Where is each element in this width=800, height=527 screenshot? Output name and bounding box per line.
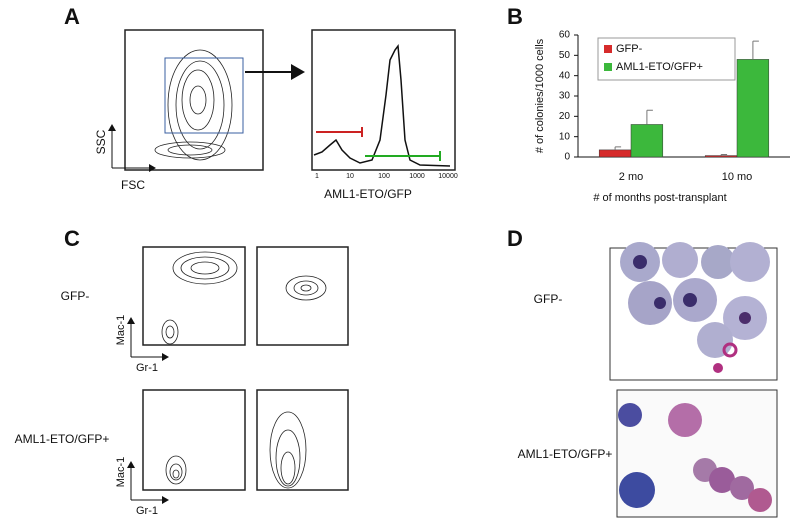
- row-label: GFP-: [61, 289, 90, 303]
- contour-box: [142, 246, 246, 346]
- scatter-box: [124, 29, 264, 171]
- axis-label: FSC: [121, 178, 145, 192]
- tick-label: 10000: [438, 173, 458, 180]
- legend-label: AML1-ETO/GFP+: [616, 61, 703, 73]
- contour-box: [256, 246, 349, 346]
- bar: [630, 124, 664, 158]
- legend-swatch: [604, 63, 612, 71]
- panel-label: C: [64, 226, 80, 251]
- histogram-box: [311, 29, 456, 171]
- histogram-line: [313, 43, 451, 167]
- tick-label: 100: [378, 173, 390, 180]
- tick-label: 10: [346, 173, 354, 180]
- y-tick-label: 0: [564, 152, 570, 163]
- panel-label: B: [507, 4, 523, 29]
- panel-label: D: [507, 226, 523, 251]
- y-tick-label: 30: [559, 91, 571, 102]
- axis-label: Gr-1: [136, 505, 158, 517]
- axis-label: SSC: [94, 129, 108, 154]
- y-tick-label: 20: [559, 111, 571, 122]
- tick-label: 1: [315, 173, 319, 180]
- contours: [161, 251, 327, 489]
- contours: [154, 49, 233, 161]
- axis-label: Mac-1: [115, 315, 127, 346]
- row-label: AML1-ETO/GFP+: [518, 447, 613, 461]
- row-label: GFP-: [534, 292, 563, 306]
- y-axis-label: # of colonies/1000 cells: [534, 38, 546, 153]
- axis-label: Gr-1: [136, 362, 158, 374]
- axis-label: Mac-1: [115, 457, 127, 488]
- error-bar: [720, 154, 728, 156]
- y-tick-label: 40: [559, 70, 571, 81]
- contour-box: [142, 389, 246, 491]
- tick-label: 1000: [409, 173, 425, 180]
- panel-label: A: [64, 4, 80, 29]
- bar: [598, 149, 632, 158]
- axis-label: AML1-ETO/GFP: [324, 187, 412, 201]
- x-tick-label: 2 mo: [619, 171, 643, 183]
- gate: [164, 57, 244, 134]
- y-tick-label: 10: [559, 131, 571, 142]
- x-axis-label: # of months post-transplant: [593, 192, 726, 204]
- micrograph: [609, 242, 778, 518]
- legend-swatch: [604, 45, 612, 53]
- error-bar: [752, 40, 759, 60]
- bar: [704, 155, 738, 158]
- row-label: AML1-ETO/GFP+: [15, 432, 110, 446]
- legend-label: GFP-: [616, 43, 643, 55]
- x-tick-label: 10 mo: [722, 171, 753, 183]
- legend-box: [597, 37, 736, 81]
- bar: [736, 59, 770, 158]
- error-bar: [646, 109, 653, 125]
- y-tick-label: 50: [559, 50, 571, 61]
- y-tick-label: 60: [559, 30, 571, 41]
- error-bar: [614, 146, 622, 150]
